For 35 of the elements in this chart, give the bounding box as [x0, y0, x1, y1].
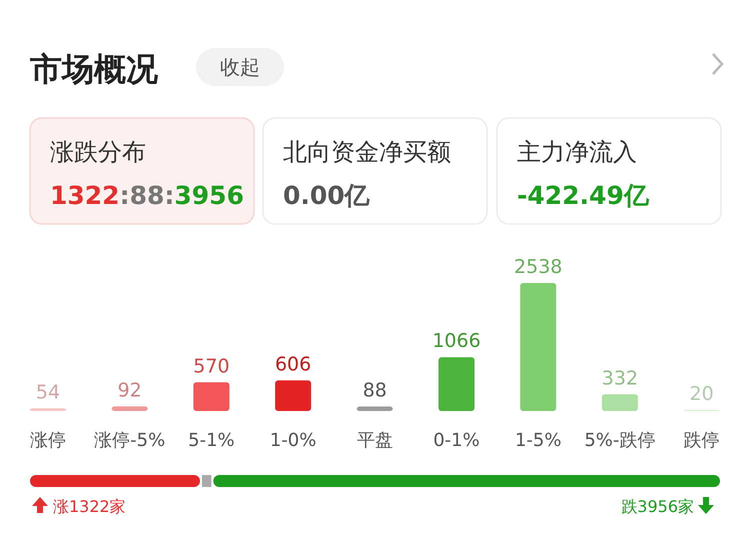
- x-tick-label: 1-5%: [514, 430, 562, 451]
- text: 北向资金净买额: [283, 138, 451, 166]
- text: 市场概况: [29, 50, 159, 88]
- text: 0.00亿: [283, 181, 371, 210]
- text: 收起: [220, 55, 260, 79]
- text: -422.49亿: [517, 181, 650, 210]
- data-label: 2538: [514, 256, 562, 278]
- data-label: 92: [118, 379, 142, 402]
- text: 涨跌分布: [50, 138, 146, 166]
- text: 涨1322家: [53, 497, 126, 516]
- text: 1322:88:3956: [50, 181, 244, 210]
- data-label: 54: [36, 381, 60, 404]
- x-tick-label: 5%-跌停: [584, 430, 656, 451]
- x-tick-label: 涨停-5%: [94, 430, 166, 451]
- x-tick-label: 跌停: [684, 430, 720, 451]
- bar: [356, 406, 393, 411]
- data-label: 570: [193, 355, 230, 378]
- x-tick-label: 0-1%: [433, 430, 480, 451]
- data-label: 88: [362, 380, 387, 402]
- bar: [193, 382, 230, 411]
- x-tick-label: 5-1%: [188, 430, 235, 451]
- bar: [602, 394, 638, 411]
- x-tick-label: 平盘: [356, 430, 393, 451]
- x-tick-label: 涨停: [30, 430, 66, 451]
- data-label: 332: [602, 367, 638, 390]
- data-label: 1066: [432, 330, 481, 352]
- bar: [520, 283, 556, 411]
- x-tick-label: 1-0%: [270, 430, 316, 451]
- text: 主力净流入: [517, 138, 637, 166]
- bar: [275, 380, 312, 411]
- bar: [438, 357, 474, 411]
- text: 跌3956家: [621, 497, 694, 516]
- data-label: 20: [690, 382, 714, 405]
- bar: [112, 406, 148, 411]
- data-label: 606: [274, 353, 312, 376]
